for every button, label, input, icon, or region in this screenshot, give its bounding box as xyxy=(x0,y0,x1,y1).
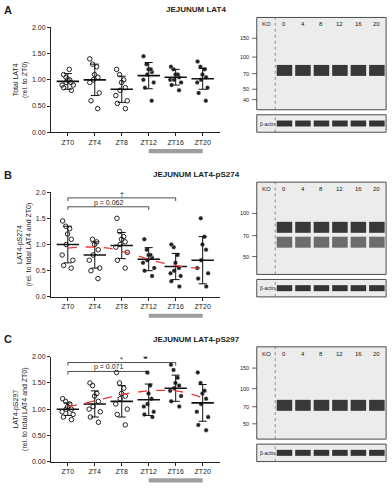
svg-text:100: 100 xyxy=(240,386,249,392)
svg-text:70: 70 xyxy=(243,71,249,77)
svg-text:1.5: 1.5 xyxy=(36,215,46,222)
svg-text:16: 16 xyxy=(355,186,362,192)
svg-text:JEJUNUM LAT4-pS297: JEJUNUM LAT4-pS297 xyxy=(153,335,240,344)
svg-text:A: A xyxy=(4,4,12,16)
svg-text:12: 12 xyxy=(336,21,343,27)
svg-text:1.00: 1.00 xyxy=(32,76,46,83)
svg-text:12: 12 xyxy=(336,186,343,192)
svg-text:4: 4 xyxy=(301,351,305,357)
svg-text:100: 100 xyxy=(240,210,249,216)
svg-text:150: 150 xyxy=(240,365,249,371)
svg-text:2.0: 2.0 xyxy=(36,189,46,196)
svg-text:β-actin: β-actin xyxy=(260,285,275,291)
svg-text:1.00: 1.00 xyxy=(32,406,46,413)
svg-text:JEJUNUM LAT4-pS274: JEJUNUM LAT4-pS274 xyxy=(153,170,240,179)
svg-text:1.50: 1.50 xyxy=(32,50,46,57)
svg-text:β-actin: β-actin xyxy=(260,450,275,456)
svg-text:0.00: 0.00 xyxy=(32,129,46,136)
svg-text:100: 100 xyxy=(240,54,249,60)
svg-text:50: 50 xyxy=(243,86,249,92)
svg-text:0: 0 xyxy=(282,351,286,357)
svg-text:ZT4: ZT4 xyxy=(89,303,102,310)
svg-text:8: 8 xyxy=(319,186,323,192)
svg-text:16: 16 xyxy=(355,351,362,357)
svg-text:JEJUNUM LAT4: JEJUNUM LAT4 xyxy=(166,5,226,14)
svg-text:20: 20 xyxy=(373,21,380,27)
svg-text:†: † xyxy=(120,191,124,198)
svg-text:0.50: 0.50 xyxy=(32,432,46,439)
svg-text:0.00: 0.00 xyxy=(32,458,46,465)
svg-text:LAT4-pS297(rel. to total LAT4: LAT4-pS297(rel. to total LAT4 and ZT0) xyxy=(12,367,29,451)
svg-text:20: 20 xyxy=(373,351,380,357)
svg-text:ZT12: ZT12 xyxy=(141,139,157,146)
svg-text:150: 150 xyxy=(240,35,249,41)
svg-text:KO: KO xyxy=(262,21,271,27)
svg-text:ZT8: ZT8 xyxy=(116,468,129,475)
svg-text:4: 4 xyxy=(301,186,305,192)
svg-text:ZT16: ZT16 xyxy=(168,139,184,146)
svg-text:ZT20: ZT20 xyxy=(194,139,210,146)
svg-text:12: 12 xyxy=(336,351,343,357)
svg-text:4: 4 xyxy=(301,21,305,27)
svg-text:8: 8 xyxy=(319,21,323,27)
svg-text:ZT0: ZT0 xyxy=(62,303,75,310)
svg-text:40: 40 xyxy=(243,97,249,103)
svg-text:ZT8: ZT8 xyxy=(116,303,129,310)
svg-text:C: C xyxy=(4,333,12,345)
svg-text:ZT8: ZT8 xyxy=(116,139,129,146)
svg-text:0.5: 0.5 xyxy=(36,267,46,274)
svg-text:KO: KO xyxy=(262,351,271,357)
svg-text:50: 50 xyxy=(243,421,249,427)
svg-text:B: B xyxy=(4,169,12,181)
svg-text:KO: KO xyxy=(262,186,271,192)
svg-text:70: 70 xyxy=(243,233,249,239)
svg-text:Total LAT4(rel. to ZT0): Total LAT4(rel. to ZT0) xyxy=(12,62,29,99)
svg-text:ZT4: ZT4 xyxy=(89,139,102,146)
svg-text:LAT4-pS274(rel. to total LAT4: LAT4-pS274(rel. to total LAT4 and ZT0) xyxy=(16,203,33,287)
svg-text:ZT20: ZT20 xyxy=(194,303,210,310)
svg-text:20: 20 xyxy=(373,186,380,192)
svg-text:p = 0.071: p = 0.071 xyxy=(94,363,123,371)
svg-text:ZT16: ZT16 xyxy=(168,468,184,475)
svg-text:*: * xyxy=(120,356,123,363)
svg-text:ZT0: ZT0 xyxy=(62,468,75,475)
svg-text:ZT16: ZT16 xyxy=(168,303,184,310)
svg-text:0.0: 0.0 xyxy=(36,293,46,300)
svg-text:β-actin: β-actin xyxy=(260,121,275,127)
svg-text:0.50: 0.50 xyxy=(32,102,46,109)
svg-text:2.00: 2.00 xyxy=(32,353,46,360)
svg-text:1.0: 1.0 xyxy=(36,241,46,248)
svg-text:ZT12: ZT12 xyxy=(141,468,157,475)
svg-text:ZT0: ZT0 xyxy=(62,139,75,146)
svg-text:1.50: 1.50 xyxy=(32,379,46,386)
svg-text:p = 0.062: p = 0.062 xyxy=(94,199,123,207)
svg-text:ZT20: ZT20 xyxy=(194,468,210,475)
svg-text:ZT12: ZT12 xyxy=(141,303,157,310)
svg-text:ZT4: ZT4 xyxy=(89,468,102,475)
svg-text:0: 0 xyxy=(282,186,286,192)
svg-text:50: 50 xyxy=(243,254,249,260)
svg-text:2.00: 2.00 xyxy=(32,24,46,31)
svg-text:70: 70 xyxy=(243,404,249,410)
svg-text:16: 16 xyxy=(355,21,362,27)
svg-text:0: 0 xyxy=(282,21,286,27)
svg-text:8: 8 xyxy=(319,351,323,357)
